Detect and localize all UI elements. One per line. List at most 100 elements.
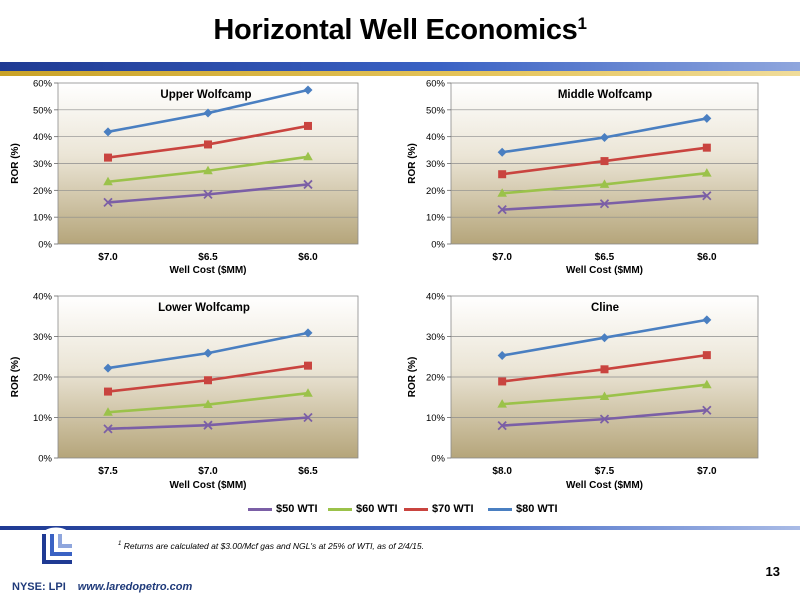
website-link[interactable]: www.laredopetro.com bbox=[77, 581, 193, 593]
data-point bbox=[203, 399, 213, 409]
legend-label: $80 WTI bbox=[516, 503, 558, 515]
y-tick-label: 40% bbox=[426, 132, 446, 143]
series-line bbox=[107, 364, 309, 393]
plot-area bbox=[57, 295, 359, 459]
data-point bbox=[497, 205, 507, 215]
y-tick-label: 20% bbox=[33, 186, 53, 197]
header-band-gold bbox=[0, 71, 800, 76]
x-tick-label: $7.0 bbox=[697, 466, 717, 477]
data-point bbox=[600, 333, 609, 343]
data-point bbox=[103, 176, 113, 186]
x-axis-label: Well Cost ($MM) bbox=[566, 480, 643, 491]
plot-area bbox=[57, 82, 359, 245]
header-band-blue bbox=[0, 62, 800, 71]
y-tick-label: 10% bbox=[426, 213, 446, 224]
data-point bbox=[497, 399, 507, 408]
data-point bbox=[103, 407, 113, 416]
series-line bbox=[501, 318, 708, 357]
data-point bbox=[303, 85, 313, 95]
y-axis-label: ROR (%) bbox=[407, 143, 418, 184]
data-point bbox=[303, 328, 313, 338]
y-tick-label: 30% bbox=[426, 159, 446, 170]
y-tick-label: 0% bbox=[431, 454, 445, 465]
y-tick-label: 40% bbox=[426, 292, 446, 303]
data-point bbox=[702, 168, 712, 177]
x-axis-label: Well Cost ($MM) bbox=[169, 265, 246, 276]
data-point bbox=[702, 315, 712, 325]
data-point bbox=[497, 147, 507, 157]
legend-item-50-wti: $50 WTI bbox=[248, 503, 318, 515]
legend-item-80-wti: $80 WTI bbox=[488, 503, 558, 515]
legend-label: $60 WTI bbox=[356, 503, 398, 515]
y-tick-label: 40% bbox=[33, 292, 53, 303]
y-tick-label: 50% bbox=[33, 105, 53, 116]
x-tick-label: $6.5 bbox=[595, 252, 615, 263]
header-band bbox=[0, 62, 800, 78]
x-axis-label: Well Cost ($MM) bbox=[566, 265, 643, 276]
series-line bbox=[502, 146, 708, 176]
data-point bbox=[702, 351, 711, 360]
x-tick-label: $6.5 bbox=[198, 252, 218, 263]
data-point bbox=[498, 377, 507, 386]
x-tick-label: $7.5 bbox=[98, 466, 118, 477]
legend-label: $70 WTI bbox=[432, 503, 474, 515]
series-line bbox=[107, 155, 309, 184]
y-axis-label: ROR (%) bbox=[407, 357, 418, 398]
legend-swatch bbox=[248, 507, 272, 511]
data-point bbox=[599, 179, 610, 188]
legend-item-60-wti: $60 WTI bbox=[328, 503, 398, 515]
footer-rule bbox=[0, 526, 800, 530]
company-logo-icon bbox=[33, 527, 79, 573]
series-line bbox=[502, 383, 707, 406]
data-point bbox=[103, 127, 113, 137]
y-tick-label: 20% bbox=[426, 186, 446, 197]
data-point bbox=[204, 376, 212, 385]
y-axis-label: ROR (%) bbox=[10, 357, 21, 398]
x-tick-label: $6.0 bbox=[697, 252, 717, 263]
y-tick-label: 60% bbox=[426, 79, 446, 90]
x-axis-label: Well Cost ($MM) bbox=[169, 480, 246, 491]
data-point bbox=[304, 121, 312, 130]
series-line bbox=[107, 183, 309, 204]
series-line bbox=[107, 331, 309, 370]
y-tick-label: 20% bbox=[33, 373, 53, 384]
stock-ticker: NYSE: LPI bbox=[12, 581, 66, 593]
y-tick-label: 30% bbox=[426, 332, 446, 343]
data-point bbox=[303, 412, 313, 423]
y-tick-label: 0% bbox=[38, 240, 52, 251]
y-tick-label: 40% bbox=[33, 132, 53, 143]
series-line bbox=[107, 124, 309, 159]
y-tick-label: 10% bbox=[426, 413, 446, 424]
data-point bbox=[203, 348, 213, 358]
data-point bbox=[599, 414, 610, 424]
data-point bbox=[203, 108, 213, 118]
data-point bbox=[702, 113, 712, 123]
chart-title: Middle Wolfcamp bbox=[558, 89, 652, 101]
title-footnote-marker: 1 bbox=[577, 14, 587, 33]
plot-area bbox=[450, 295, 759, 459]
data-point bbox=[497, 188, 507, 197]
data-point bbox=[600, 132, 609, 142]
series-line bbox=[502, 353, 708, 383]
y-tick-label: 50% bbox=[426, 105, 446, 116]
y-tick-label: 20% bbox=[426, 373, 446, 384]
y-tick-label: 0% bbox=[38, 454, 52, 465]
data-point bbox=[702, 379, 712, 389]
data-point bbox=[599, 391, 610, 400]
series-line bbox=[107, 416, 309, 431]
series-line bbox=[502, 194, 707, 211]
legend: $50 WTI $60 WTI $70 WTI $80 WTI bbox=[0, 503, 800, 523]
legend-item-70-wti: $70 WTI bbox=[404, 503, 474, 515]
page-number: 13 bbox=[765, 564, 780, 579]
data-point bbox=[303, 179, 313, 190]
chart-title: Lower Wolfcamp bbox=[158, 302, 250, 314]
page-title: Horizontal Well Economics1 bbox=[0, 14, 800, 47]
footnote-marker: 1 bbox=[118, 541, 122, 548]
footnote-text: Returns are calculated at $3.00/Mcf gas … bbox=[123, 541, 424, 551]
data-point bbox=[303, 151, 313, 161]
data-point bbox=[497, 420, 507, 431]
data-point bbox=[600, 365, 609, 374]
y-tick-label: 30% bbox=[33, 159, 53, 170]
data-point bbox=[599, 199, 610, 209]
series-line bbox=[107, 88, 309, 134]
